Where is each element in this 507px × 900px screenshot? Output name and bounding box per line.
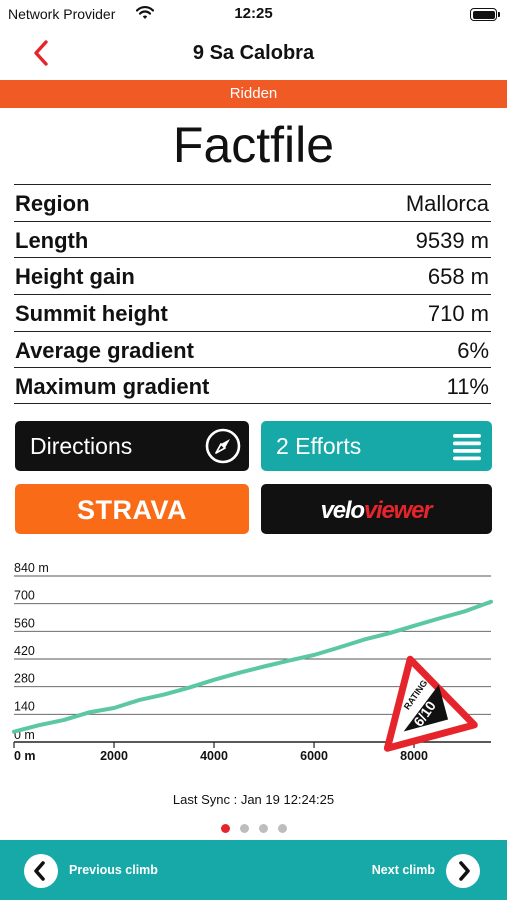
- factfile-table: Region Mallorca Length 9539 m Height gai…: [14, 184, 491, 405]
- y-tick-label: 420: [14, 644, 35, 658]
- efforts-button[interactable]: 2 Efforts: [261, 421, 492, 471]
- fact-label: Average gradient: [15, 337, 194, 363]
- strava-button[interactable]: STRAVA: [15, 484, 249, 534]
- fact-row-region: Region Mallorca: [14, 184, 491, 221]
- carrier-label: Network Provider: [8, 6, 116, 22]
- fact-value: 9539 m: [415, 227, 489, 253]
- fact-label: Height gain: [15, 264, 135, 290]
- y-tick-label: 560: [14, 616, 35, 630]
- page-dot[interactable]: [277, 824, 287, 833]
- battery-icon: [470, 8, 500, 21]
- next-climb-label: Next climb: [371, 863, 435, 877]
- page-dot[interactable]: [239, 824, 249, 833]
- veloviewer-logo: veloviewer: [321, 497, 436, 524]
- elevation-line: [12, 599, 493, 734]
- x-tick-label: 4000: [200, 749, 228, 763]
- page-title: 9 Sa Calobra: [192, 42, 315, 64]
- x-tick-label: 2000: [100, 749, 128, 763]
- y-tick-label: 700: [14, 589, 35, 603]
- fact-row-height-gain: Height gain 658 m: [14, 257, 491, 294]
- fact-value: 710 m: [427, 301, 489, 327]
- fact-label: Length: [15, 227, 89, 253]
- page-dot[interactable]: [258, 824, 268, 833]
- last-sync-label: Last Sync : Jan 19 12:24:25: [172, 792, 335, 807]
- chevron-right-icon: [459, 861, 470, 881]
- previous-climb-button[interactable]: Previous climb: [24, 854, 164, 888]
- fact-value: 11%: [446, 374, 489, 400]
- veloviewer-button[interactable]: veloviewer: [261, 484, 492, 534]
- next-circle: [446, 854, 480, 888]
- page-dot[interactable]: [220, 824, 230, 833]
- svg-text:veloviewer: veloviewer: [321, 497, 435, 524]
- fact-value: 6%: [457, 337, 489, 363]
- directions-label: Directions: [30, 433, 133, 459]
- bottom-nav-bar: Previous climb Next climb: [0, 840, 507, 900]
- svg-text:STRAVA: STRAVA: [77, 495, 187, 525]
- chevron-left-icon: [34, 861, 45, 881]
- factfile-heading: Factfile: [172, 117, 335, 173]
- strava-logo: STRAVA: [77, 495, 187, 525]
- fact-row-maximum-gradient: Maximum gradient 11%: [14, 367, 491, 405]
- y-tick-label: 140: [14, 699, 35, 713]
- fact-label: Maximum gradient: [15, 374, 210, 400]
- compass-icon: [205, 428, 241, 464]
- fact-value: Mallorca: [405, 191, 489, 216]
- directions-button[interactable]: Directions: [15, 421, 249, 471]
- rating-slope-icon: [403, 684, 449, 732]
- fact-label: Summit height: [15, 301, 168, 327]
- x-tick-label: 0 m: [14, 749, 36, 763]
- y-tick-label: 280: [14, 672, 35, 686]
- previous-climb-label: Previous climb: [69, 863, 158, 877]
- back-chevron-icon[interactable]: [28, 38, 56, 68]
- y-tick-label: 840 m: [14, 561, 49, 575]
- fact-row-average-gradient: Average gradient 6%: [14, 330, 491, 368]
- rating-triangle: [383, 655, 478, 752]
- clock: 12:25: [234, 5, 273, 22]
- x-tick-label: 8000: [400, 749, 428, 763]
- fact-value: 658 m: [427, 264, 489, 290]
- fact-row-summit-height: Summit height 710 m: [14, 294, 491, 331]
- list-menu-icon: [453, 434, 481, 461]
- x-tick-label: 6000: [300, 749, 328, 763]
- wifi-icon: [136, 6, 154, 19]
- efforts-label: 2 Efforts: [276, 433, 362, 459]
- status-bar: Network Provider 12:25: [0, 0, 507, 30]
- previous-circle: [24, 854, 58, 888]
- fact-row-length: Length 9539 m: [14, 220, 491, 258]
- next-climb-button[interactable]: Next climb: [368, 854, 480, 888]
- nav-bar: 9 Sa Calobra: [0, 30, 507, 78]
- ridden-banner: Ridden: [0, 80, 507, 108]
- fact-label: Region: [15, 191, 90, 216]
- page-indicator[interactable]: [0, 820, 507, 838]
